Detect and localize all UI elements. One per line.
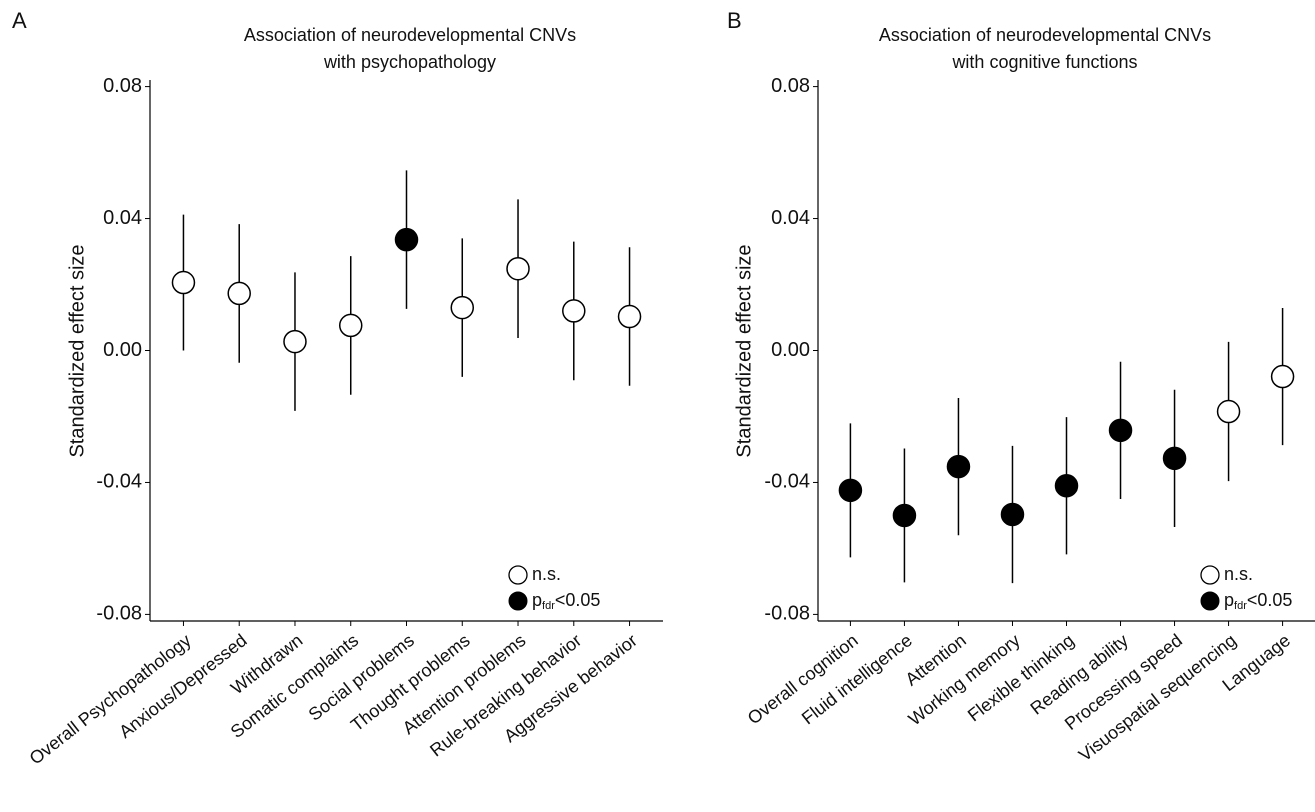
point [506, 256, 530, 281]
point [1270, 364, 1295, 389]
point [450, 295, 475, 320]
legend-text: <0.05 [1247, 590, 1293, 610]
y-tick-label: 0.04 [771, 207, 810, 229]
legend-marker [508, 565, 528, 585]
y-axis-label: Standardized effect size [733, 244, 755, 457]
point [838, 478, 863, 503]
chart-title: Association of neurodevelopmental CNVs [244, 25, 576, 45]
panel-label: B [727, 8, 742, 33]
point [283, 329, 307, 354]
y-axis-label: Standardized effect size [66, 244, 88, 457]
legend-text: p [532, 590, 542, 610]
y-tick-label: -0.08 [764, 603, 810, 625]
point [338, 313, 363, 338]
y-tick-label: -0.04 [96, 471, 142, 493]
chart-title: with cognitive functions [951, 52, 1137, 72]
legend-marker [1200, 565, 1220, 585]
legend-label: pfdr<0.05 [1224, 590, 1292, 612]
point [1216, 399, 1241, 424]
legend-text: p [1224, 590, 1234, 610]
y-tick-label: 0.04 [103, 207, 142, 229]
legend-label: pfdr<0.05 [532, 590, 600, 612]
point [562, 299, 586, 323]
legend-text: <0.05 [555, 590, 601, 610]
point [1054, 474, 1079, 498]
legend-subscript: fdr [542, 600, 555, 612]
y-tick-label: -0.08 [96, 603, 142, 625]
legend-label: n.s. [1224, 564, 1253, 584]
y-tick-label: -0.04 [764, 471, 810, 493]
point [171, 270, 196, 295]
panel-label: A [12, 8, 27, 33]
y-tick-label: 0.00 [771, 339, 810, 361]
point [227, 281, 251, 306]
legend-label: n.s. [532, 564, 561, 584]
point [1162, 446, 1187, 471]
y-tick-label: 0.08 [103, 75, 142, 97]
legend-subscript: fdr [1234, 600, 1247, 612]
point [1108, 418, 1133, 443]
point [1000, 502, 1025, 527]
point [946, 454, 971, 479]
point [892, 503, 917, 528]
y-tick-label: 0.08 [771, 75, 810, 97]
y-tick-label: 0.00 [103, 339, 142, 361]
chart-title: with psychopathology [323, 52, 496, 72]
legend-marker [508, 591, 528, 611]
point [394, 227, 419, 252]
chart-title: Association of neurodevelopmental CNVs [879, 25, 1211, 45]
point [617, 304, 642, 329]
legend-marker [1200, 591, 1220, 611]
